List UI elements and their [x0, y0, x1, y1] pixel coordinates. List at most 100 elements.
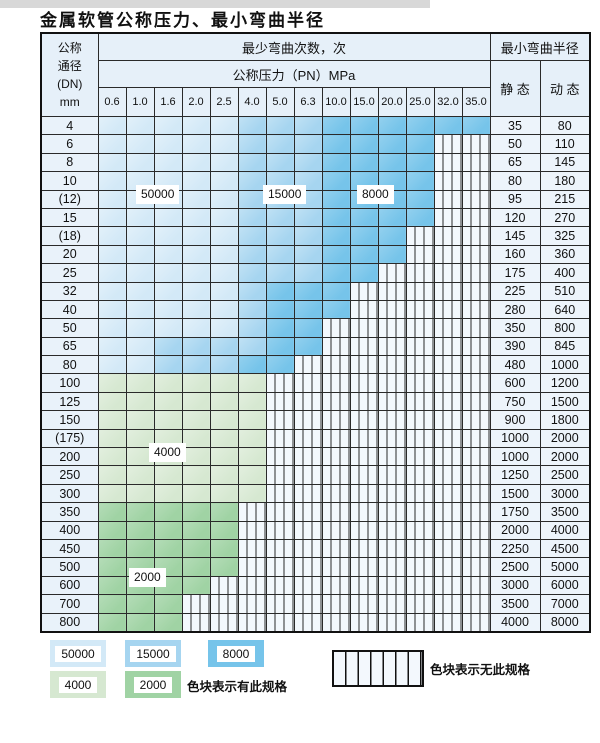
table-row: 800 4000 8000	[40, 612, 591, 633]
table-row: (12) 95 215	[40, 189, 591, 209]
spec-cell	[293, 594, 323, 614]
spec-cell	[237, 299, 267, 320]
static-radius-cell: 480	[489, 355, 541, 375]
dn-cell: 10	[40, 171, 99, 191]
dn-cell: 600	[40, 575, 99, 596]
spec-cell	[97, 373, 127, 393]
spec-cell	[349, 355, 379, 375]
spec-table: 公称 通径 (DN) mm 最少弯曲次数，次 最小弯曲半径 公称压力（PN）MPa 静 态动 …	[40, 32, 591, 633]
pressure-col-2.0: 2.0	[181, 87, 211, 117]
spec-cell	[153, 134, 183, 154]
dn-cell: 700	[40, 594, 99, 614]
spec-cell	[265, 557, 295, 577]
spec-cell	[377, 226, 407, 246]
spec-cell	[461, 520, 491, 540]
dynamic-radius-cell: 215	[539, 189, 591, 209]
dn-cell: 400	[40, 520, 99, 540]
spec-cell	[125, 373, 155, 393]
spec-cell	[321, 465, 351, 485]
dn-cell: 8	[40, 152, 99, 173]
spec-cell	[405, 575, 435, 596]
spec-cell	[377, 410, 407, 430]
pressure-header: 公称压力（PN）MPa	[97, 60, 491, 88]
spec-cell	[405, 281, 435, 301]
spec-cell	[461, 502, 491, 522]
spec-cell	[97, 575, 127, 596]
spec-cell	[461, 281, 491, 301]
spec-cell	[181, 189, 211, 209]
spec-cell	[265, 483, 295, 504]
spec-cell	[433, 152, 463, 173]
spec-cell	[293, 355, 323, 375]
spec-cell	[97, 391, 127, 412]
spec-cell	[125, 226, 155, 246]
table-row: 8 65 145	[40, 152, 591, 173]
spec-cell	[349, 447, 379, 467]
spec-cell	[433, 575, 463, 596]
spec-cell	[97, 483, 127, 504]
spec-cell	[209, 318, 239, 338]
spec-cell	[349, 373, 379, 393]
spec-cell	[433, 465, 463, 485]
dynamic-radius-cell: 5000	[539, 557, 591, 577]
dynamic-radius-cell: 640	[539, 299, 591, 320]
spec-cell	[461, 299, 491, 320]
spec-cell	[433, 336, 463, 357]
spec-cell	[349, 318, 379, 338]
dn-cell: 15	[40, 207, 99, 228]
spec-cell	[209, 391, 239, 412]
spec-cell	[405, 502, 435, 522]
dynamic-radius-cell: 180	[539, 171, 591, 191]
cycle-count-label: 2000	[129, 568, 166, 587]
table-row: 200 1000 2000	[40, 447, 591, 467]
spec-cell	[265, 318, 295, 338]
spec-cell	[349, 226, 379, 246]
static-radius-cell: 1000	[489, 428, 541, 449]
pressure-col-35.0: 35.0	[461, 87, 491, 117]
static-radius-cell: 1000	[489, 447, 541, 467]
spec-cell	[181, 244, 211, 265]
spec-cell	[293, 410, 323, 430]
spec-cell	[125, 502, 155, 522]
spec-cell	[97, 189, 127, 209]
spec-cell	[461, 318, 491, 338]
table-row: 50 350 800	[40, 318, 591, 338]
spec-cell	[321, 520, 351, 540]
dn-cell: 300	[40, 483, 99, 504]
dynamic-radius-cell: 1000	[539, 355, 591, 375]
spec-cell	[433, 115, 463, 136]
spec-cell	[293, 391, 323, 412]
dn-cell: 65	[40, 336, 99, 357]
spec-cell	[405, 171, 435, 191]
dynamic-radius-cell: 510	[539, 281, 591, 301]
spec-cell	[209, 355, 239, 375]
spec-cell	[321, 373, 351, 393]
static-radius-cell: 600	[489, 373, 541, 393]
dynamic-radius-cell: 2500	[539, 465, 591, 485]
spec-cell	[265, 612, 295, 633]
spec-cell	[293, 612, 323, 633]
spec-cell	[265, 428, 295, 449]
spec-cell	[349, 244, 379, 265]
spec-cell	[209, 152, 239, 173]
spec-cell	[461, 263, 491, 283]
static-radius-cell: 2000	[489, 520, 541, 540]
spec-cell	[377, 483, 407, 504]
spec-cell	[153, 594, 183, 614]
spec-cell	[377, 575, 407, 596]
dynamic-radius-cell: 1500	[539, 391, 591, 412]
spec-cell	[461, 447, 491, 467]
spec-cell	[405, 410, 435, 430]
spec-cell	[377, 391, 407, 412]
spec-cell	[237, 575, 267, 596]
spec-cell	[321, 447, 351, 467]
static-radius-cell: 50	[489, 134, 541, 154]
spec-cell	[461, 115, 491, 136]
spec-cell	[293, 115, 323, 136]
spec-cell	[97, 115, 127, 136]
spec-cell	[461, 465, 491, 485]
dynamic-radius-cell: 2000	[539, 428, 591, 449]
spec-cell	[321, 502, 351, 522]
pressure-col-5.0: 5.0	[265, 87, 295, 117]
